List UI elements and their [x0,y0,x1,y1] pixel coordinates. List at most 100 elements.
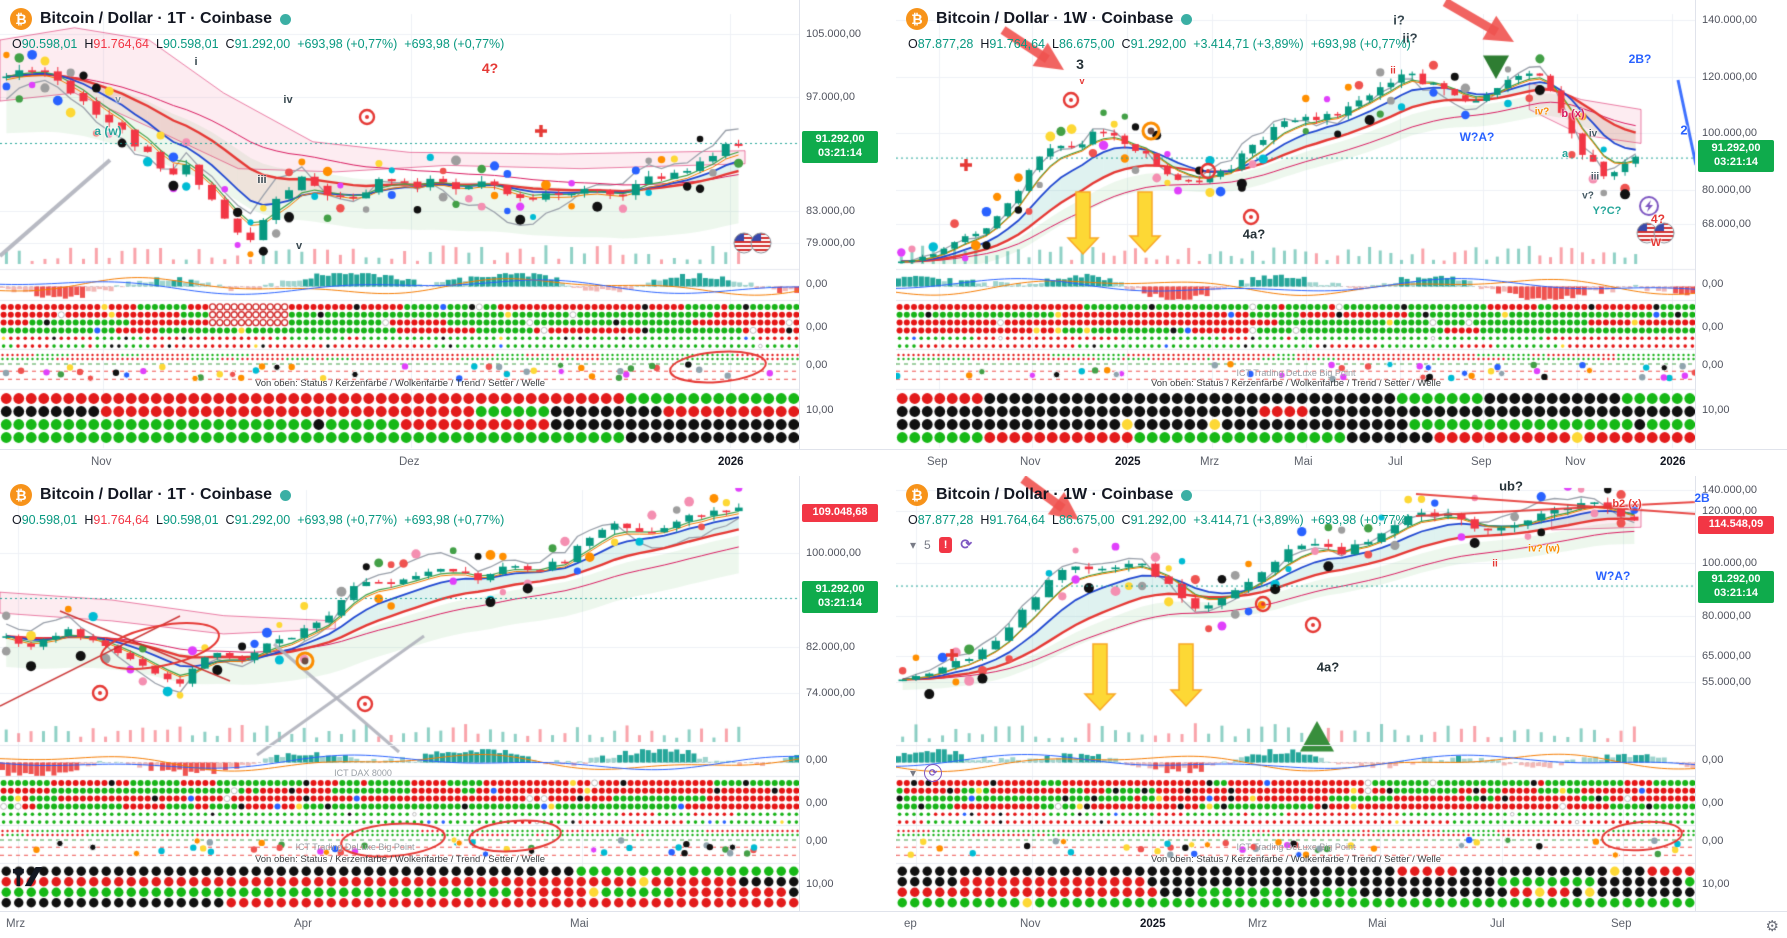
wave-label[interactable]: W?A? [1595,569,1631,583]
chart-canvas[interactable] [896,0,1787,476]
ohlc-low-value: 90.598,01 [162,37,219,51]
price-axis-label: 82.000,00 [806,641,855,653]
wave-label[interactable]: a (w) [94,124,122,138]
wave-label[interactable]: b (x) [1561,108,1585,120]
status-icon[interactable] [280,489,292,501]
wave-label[interactable]: W [1650,237,1662,249]
bitcoin-icon: ₿ [906,484,928,506]
ohlc-open-label: O [12,513,22,527]
price-axis-label: 10,00 [1702,404,1730,416]
settings-gear-icon[interactable]: ⚙ [1765,918,1779,935]
change-secondary: +693,98 (+0,77%) [404,37,505,51]
status-icon[interactable] [1181,13,1193,25]
indicator-legend[interactable]: Von oben: Status / Kerzenfarbe / Wolkenf… [1150,854,1442,865]
wave-label[interactable]: 3 [1076,56,1084,72]
change-secondary: +693,98 (+0,77%) [1310,37,1411,51]
price-axis-label: 105.000,00 [806,28,862,40]
ohlc-close-value: 91.292,00 [234,513,291,527]
wave-label[interactable]: iii [257,174,267,186]
change-absolute: +3.414,71 (+3,89%) [1193,513,1304,527]
price-axis-label: 0,00 [806,321,828,333]
wave-label[interactable]: iv? (w) [1528,543,1560,555]
wave-label[interactable]: ii [1390,65,1396,77]
ohlc-row: O87.877,28 H91.764,64 L86.675,00 C91.292… [908,37,1411,51]
ohlc-close-label: C [1121,37,1131,51]
symbol-title[interactable]: Bitcoin / Dollar · 1T · Coinbase [40,486,273,503]
price-axis-label: 0,00 [1702,278,1724,290]
time-axis[interactable]: Mrz Apr Mai [0,911,896,938]
wave-label[interactable]: iv [1588,128,1598,140]
price-badge: 109.048,68 [802,504,878,522]
time-axis-label: Dez [399,456,420,468]
wave-label[interactable]: 4? [481,60,499,76]
wave-label[interactable]: i? [1393,12,1405,28]
wave-label[interactable]: v [295,240,303,252]
indicator-watermark: ICT DAX 8000 [334,768,392,778]
chart-canvas[interactable] [0,0,896,476]
object-count[interactable]: 5 [924,537,931,552]
wave-label[interactable]: b2 (x) [1612,498,1642,510]
indicator-legend[interactable]: Von oben: Status / Kerzenfarbe / Wolkenf… [254,378,546,389]
indicator-watermark: ICT Trading DeLuxe Big Point [1236,842,1356,852]
status-icon[interactable] [1181,489,1193,501]
wave-label[interactable]: 2B [1694,491,1710,505]
chevron-down-icon[interactable]: ▾ [910,537,917,552]
ohlc-open-label: O [908,513,918,527]
price-axis-label: 97.000,00 [806,91,855,103]
wave-label[interactable]: 4a? [1316,659,1340,675]
wave-label[interactable]: a [1561,148,1569,160]
time-axis[interactable]: Sep Nov 2025 Mrz Mai Jul Sep Nov 2026 [896,449,1787,476]
wave-label[interactable]: 2 [1680,122,1688,138]
wave-label[interactable]: 4? [1650,212,1666,226]
chart-panel-bottom-left: Mrz Apr Mai ₿ Bitcoin / Dollar · 1T · Coin… [0,476,897,938]
price-axis[interactable] [799,476,896,938]
time-axis-label: 2026 [1660,456,1686,468]
time-axis-label: 2026 [718,456,744,468]
indicator-legend[interactable]: Von oben: Status / Kerzenfarbe / Wolkenf… [254,854,546,865]
time-axis-label: Jul [1490,918,1505,930]
refresh-icon[interactable]: ⟳ [960,536,973,552]
alert-badge[interactable]: ! [938,536,953,553]
wave-label[interactable]: 4a? [1242,226,1266,242]
price-axis[interactable] [1695,476,1787,938]
wave-label[interactable]: 2B? [1628,52,1652,66]
time-axis[interactable]: Nov Dez 2026 [0,449,896,476]
wave-label[interactable]: iv [283,94,293,106]
chart-panel-bottom-right: ep Nov 2025 Mrz Mai Jul Sep ₿ Bitcoin / Dollar… [896,476,1787,938]
wave-label[interactable]: iv? [1534,106,1550,118]
ohlc-high-value: 91.764,64 [989,513,1045,527]
wave-label[interactable]: W?A? [1459,130,1495,144]
ohlc-open-value: 87.877,28 [917,513,974,527]
wave-label[interactable]: ii [1492,558,1498,570]
ohlc-low-value: 90.598,01 [162,513,219,527]
symbol-title[interactable]: Bitcoin / Dollar · 1W · Coinbase [936,10,1174,27]
wave-label[interactable]: i [194,56,198,68]
wave-label[interactable]: iii [1590,171,1600,183]
chart-canvas[interactable] [896,476,1787,938]
wave-label[interactable]: ub? [1499,478,1523,494]
price-axis[interactable] [799,0,896,476]
chevron-down-icon[interactable]: ▾ [910,766,917,780]
status-icon[interactable] [280,13,292,25]
symbol-title[interactable]: Bitcoin / Dollar · 1W · Coinbase [936,486,1174,503]
price-axis-label: 100.000,00 [1702,127,1758,139]
wave-label[interactable]: ii? [1402,30,1418,46]
price-axis[interactable] [1695,0,1787,476]
indicator-watermark: ICT Trading DeLuxe Big Point [295,842,415,852]
wave-label[interactable]: Y?C? [1592,205,1622,217]
price-badge: 91.292,00 03:21:14 [802,131,878,163]
price-axis-label: 100.000,00 [806,547,862,559]
time-axis[interactable]: ep Nov 2025 Mrz Mai Jul Sep [896,911,1787,938]
wave-label[interactable]: v [1079,76,1085,86]
wave-label[interactable]: v? [1582,190,1594,202]
symbol-title[interactable]: Bitcoin / Dollar · 1T · Coinbase [40,10,273,27]
price-axis-label: 120.000,00 [1702,505,1758,517]
ohlc-row: O87.877,28 H91.764,64 L86.675,00 C91.292… [908,513,1411,527]
wave-label[interactable]: v [115,94,121,106]
price-axis-label: 0,00 [1702,321,1724,333]
chart-canvas[interactable] [0,476,896,938]
time-axis-label: Nov [1020,918,1041,930]
tradingview-logo[interactable] [12,864,52,895]
indicator-legend[interactable]: Von oben: Status / Kerzenfarbe / Wolkenf… [1150,378,1442,389]
sync-icon[interactable]: ⟳ [924,764,943,782]
